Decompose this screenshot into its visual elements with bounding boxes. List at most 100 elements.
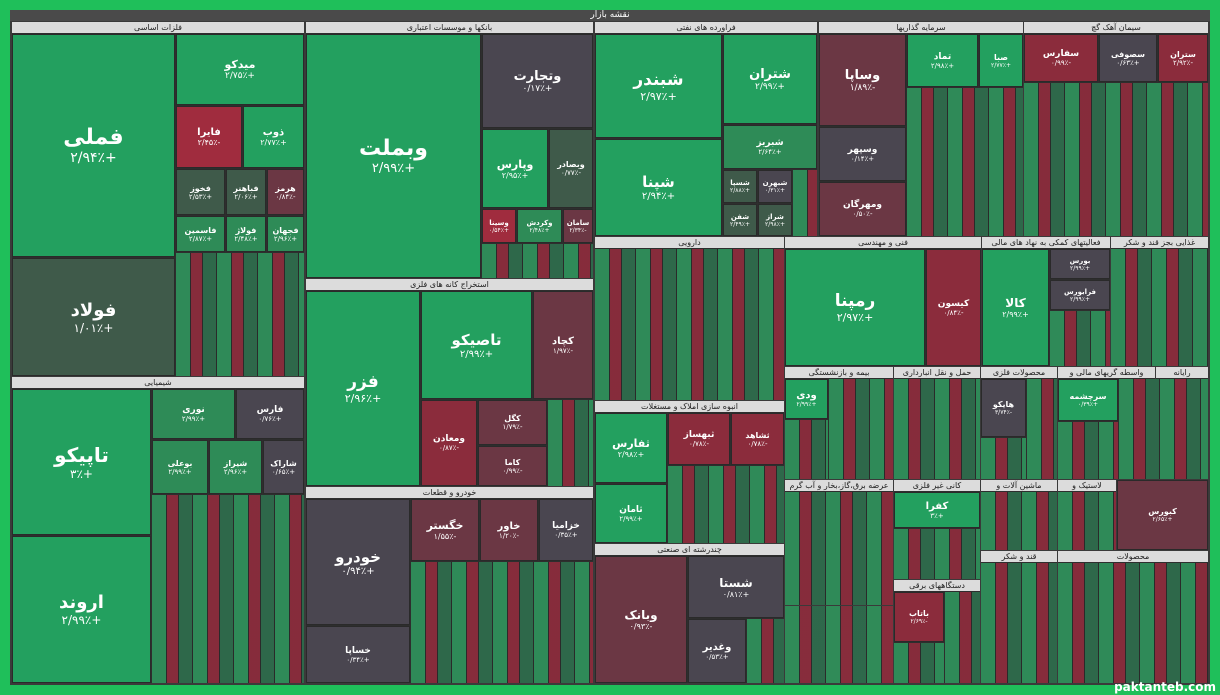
stock-tile[interactable]: خزامیا +۰/۳۵٪	[539, 499, 593, 561]
stock-tile[interactable]: کالا +۲/۹۹٪	[982, 249, 1049, 366]
stock-tile[interactable]: فولاد +۱/۰۱٪	[12, 258, 175, 376]
stock-tile[interactable]: سفارس -۰/۹۹٪	[1024, 34, 1098, 82]
small-tiles-cluster[interactable]	[411, 562, 593, 683]
small-tiles-cluster[interactable]	[1024, 83, 1208, 236]
small-tiles-cluster[interactable]	[1027, 379, 1057, 479]
small-tiles-cluster[interactable]	[945, 592, 980, 683]
small-tiles-cluster[interactable]	[152, 495, 304, 683]
small-tiles-cluster[interactable]	[981, 492, 1057, 550]
stock-tile[interactable]: شبهرن +۰/۳۱٪	[758, 170, 792, 203]
stock-tile[interactable]: شتران +۲/۹۹٪	[723, 34, 817, 124]
stock-tile[interactable]: تاصیکو +۲/۹۹٪	[421, 291, 532, 399]
stock-tile[interactable]: فملی +۲/۹۴٪	[12, 34, 175, 257]
small-tiles-cluster[interactable]	[894, 529, 980, 579]
stock-tile[interactable]: سصوفی +۰/۶۳٪	[1099, 34, 1157, 82]
small-tiles-cluster[interactable]	[176, 253, 304, 376]
stock-tile[interactable]: ودی +۲/۹۹٪	[785, 379, 828, 419]
stock-tile[interactable]: ثشاهد -۰/۷۸٪	[731, 413, 784, 465]
small-tiles-cluster[interactable]	[793, 170, 817, 236]
stock-tile[interactable]: میدکو +۲/۷۵٪	[176, 34, 304, 105]
small-tiles-cluster[interactable]	[785, 420, 828, 479]
stock-tile[interactable]: شفن +۲/۴۹٪	[723, 204, 757, 236]
stock-tile[interactable]: ومهرگان -۰/۵۰٪	[819, 182, 906, 236]
small-tiles-cluster[interactable]	[482, 244, 593, 278]
small-tiles-cluster[interactable]	[981, 563, 1057, 683]
small-tiles-cluster[interactable]	[907, 88, 1023, 236]
stock-tile[interactable]: ومعادن -۰/۸۷٪	[421, 400, 477, 486]
stock-tile[interactable]: ثبهساز -۰/۷۸٪	[668, 413, 730, 465]
stock-tile[interactable]: شیراز +۲/۹۶٪	[209, 440, 262, 494]
stock-tile[interactable]: بورس +۲/۹۹٪	[1050, 249, 1110, 279]
stock-tile[interactable]: وتجارت +۰/۱۷٪	[482, 34, 593, 128]
stock-tile[interactable]: نوری +۲/۹۹٪	[152, 389, 235, 439]
stock-tile[interactable]: خگستر -۱/۵۵٪	[411, 499, 479, 561]
stock-tile[interactable]: وبملت +۲/۹۹٪	[306, 34, 481, 278]
stock-tile[interactable]: وغدیر +۰/۵۳٪	[688, 619, 746, 683]
small-tiles-cluster[interactable]	[1050, 311, 1110, 366]
small-tiles-cluster[interactable]	[785, 606, 893, 683]
stock-tile[interactable]: خساپا +۰/۳۴٪	[306, 626, 410, 683]
small-tiles-cluster[interactable]	[668, 466, 784, 543]
small-tiles-cluster[interactable]	[981, 438, 1026, 479]
stock-tile[interactable]: شاراک +۰/۶۵٪	[263, 440, 304, 494]
stock-tile[interactable]: ستران -۲/۹۲٪	[1158, 34, 1208, 82]
stock-tile[interactable]: شسپا +۲/۸۸٪	[723, 170, 757, 203]
stock-tile[interactable]: سرچشمه +۰/۳۹٪	[1058, 379, 1118, 421]
market-map-header: نقشه بازار	[10, 10, 1210, 21]
stock-tile[interactable]: باتاب -۲/۶۹٪	[894, 592, 944, 642]
small-tiles-cluster[interactable]	[1058, 422, 1118, 479]
small-tiles-cluster[interactable]	[829, 379, 893, 479]
stock-tile[interactable]: فرابورس +۲/۹۹٪	[1050, 280, 1110, 310]
stock-tile[interactable]: فولاژ +۲/۴۸٪	[226, 216, 266, 252]
stock-tile[interactable]: فباهنر +۲/۰۶٪	[226, 169, 266, 215]
stock-tile[interactable]: خودرو +۰/۹۴٪	[306, 499, 410, 625]
stock-tile[interactable]: وکردش +۲/۴۸٪	[517, 209, 562, 243]
stock-tile[interactable]: فخوز +۲/۵۳٪	[176, 169, 225, 215]
small-tiles-cluster[interactable]	[894, 379, 980, 479]
stock-tile[interactable]: اروند +۲/۹۹٪	[12, 536, 151, 683]
stock-tile[interactable]: ذوب +۲/۷۷٪	[243, 106, 304, 168]
stock-tile[interactable]: کیسون -۰/۸۴٪	[926, 249, 981, 366]
stock-tile[interactable]: هرمز -۰/۸۴٪	[267, 169, 304, 215]
stock-tile[interactable]: فارس +۰/۷۶٪	[236, 389, 304, 439]
stock-tile[interactable]: شپنا +۲/۹۴٪	[595, 139, 722, 236]
stock-tile[interactable]: وبصادر -۰/۷۷٪	[549, 129, 593, 208]
stock-tile[interactable]: وبانک -۰/۹۳٪	[595, 556, 687, 683]
stock-tile[interactable]: خاور -۱/۲۰٪	[480, 499, 538, 561]
stock-tile[interactable]: ثفارس +۲/۹۸٪	[595, 413, 667, 483]
stock-tile[interactable]: کچاد -۱/۹۷٪	[533, 291, 593, 399]
stock-tile[interactable]: وساپا -۱/۸۹٪	[819, 34, 906, 126]
stock-tile[interactable]: وپارس +۲/۹۵٪	[482, 129, 548, 208]
stock-tile[interactable]: تماد +۲/۹۸٪	[907, 34, 978, 87]
stock-tile[interactable]: هایکو -۳/۷۴٪	[981, 379, 1026, 437]
stock-tile[interactable]: ثامان +۲/۹۹٪	[595, 484, 667, 543]
small-tiles-cluster[interactable]	[1119, 379, 1208, 479]
small-tiles-cluster[interactable]	[747, 619, 784, 683]
small-tiles-cluster[interactable]	[894, 643, 944, 683]
stock-tile[interactable]: رمپنا +۲/۹۷٪	[785, 249, 925, 366]
small-tiles-cluster[interactable]	[595, 249, 784, 400]
stock-tile[interactable]: کگل -۱/۷۹٪	[478, 400, 547, 445]
stock-tile[interactable]: کبورس +۲/۶۵٪	[1117, 480, 1208, 550]
stock-tile[interactable]: شبریز +۲/۶۴٪	[723, 125, 817, 169]
small-tiles-cluster[interactable]	[548, 400, 593, 486]
stock-tile[interactable]: وسپهر +۰/۱۴٪	[819, 127, 906, 181]
stock-tile[interactable]: شستا +۰/۸۱٪	[688, 556, 784, 618]
stock-tile[interactable]: فاسمین +۲/۸۷٪	[176, 216, 225, 252]
stock-tile[interactable]: فزر +۲/۹۶٪	[306, 291, 420, 486]
small-tiles-cluster[interactable]	[1058, 492, 1116, 550]
stock-tile[interactable]: شبندر +۲/۹۷٪	[595, 34, 722, 138]
stock-tile[interactable]: بوعلی +۲/۹۹٪	[152, 440, 208, 494]
stock-tile[interactable]: کاما -۰/۹۹٪	[478, 446, 547, 486]
stock-tile[interactable]: فایرا -۲/۴۵٪	[176, 106, 242, 168]
small-tiles-cluster[interactable]	[1058, 563, 1208, 683]
stock-tile[interactable]: سامان -۲/۳۴٪	[563, 209, 593, 243]
stock-tile[interactable]: شراز +۲/۹۸٪	[758, 204, 792, 236]
stock-tile[interactable]: تاپیکو +۳٪	[12, 389, 151, 535]
small-tiles-cluster[interactable]	[1111, 249, 1208, 366]
stock-tile[interactable]: کفرا +۳٪	[894, 492, 980, 528]
stock-tile[interactable]: صبا +۲/۷۷٪	[979, 34, 1023, 87]
stock-tile[interactable]: وسینا +۰/۵۴٪	[482, 209, 516, 243]
small-tiles-cluster[interactable]	[785, 492, 893, 605]
stock-tile[interactable]: فجهان +۲/۹۶٪	[267, 216, 304, 252]
